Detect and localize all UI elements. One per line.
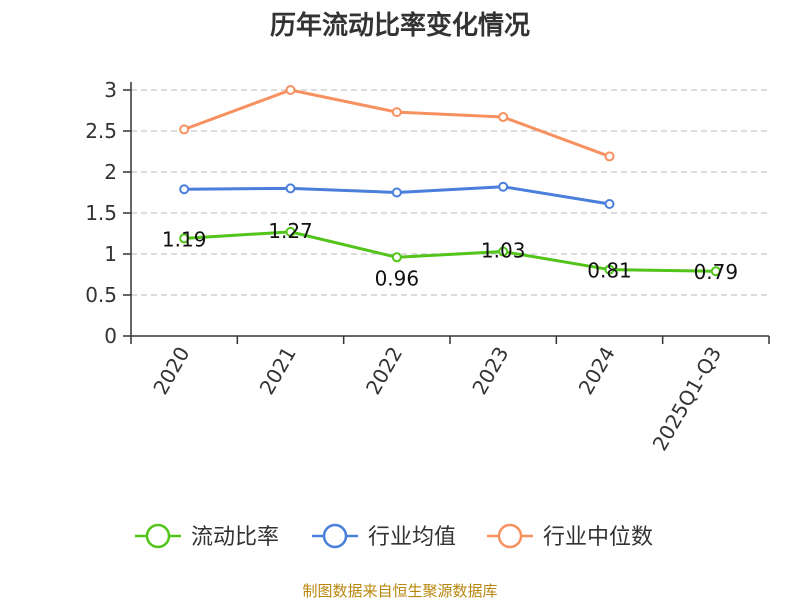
data-point[interactable] — [179, 124, 190, 135]
data-point[interactable] — [285, 183, 296, 194]
data-point[interactable] — [179, 233, 190, 244]
gridlines — [131, 89, 769, 296]
x-tick-label: 2024 — [574, 343, 620, 399]
axes: 0 0.5 1 1.5 2 2.5 3 2020 2021 2022 2023 2024 2025Q1-… — [85, 78, 770, 455]
legend-label: 行业中位数 — [543, 525, 653, 550]
series-line — [184, 230, 716, 273]
data-point[interactable] — [604, 151, 615, 162]
legend-marker — [145, 523, 171, 549]
y-tick-label: 1.5 — [85, 201, 117, 225]
y-tick-label: 0 — [104, 324, 117, 348]
data-point[interactable] — [604, 198, 615, 209]
data-point[interactable] — [391, 252, 402, 263]
data-label: 1.27 — [268, 219, 313, 243]
series-2 — [179, 85, 615, 162]
x-tick-label: 2022 — [361, 343, 407, 399]
legend-label: 行业均值 — [368, 525, 456, 550]
x-tick-label: 2023 — [467, 342, 513, 398]
data-point[interactable] — [179, 184, 190, 195]
data-point[interactable] — [498, 112, 509, 123]
data-point[interactable] — [285, 226, 296, 237]
data-label: 0.81 — [587, 259, 632, 283]
series-line — [183, 88, 611, 158]
legend[interactable]: 流动比率 行业均值 行业中位数 — [135, 523, 653, 550]
y-tick-label: 1 — [104, 242, 117, 266]
y-tick-label: 2 — [104, 160, 117, 184]
data-point[interactable] — [285, 85, 296, 95]
data-point[interactable] — [391, 107, 402, 118]
y-tick-label: 0.5 — [85, 283, 117, 307]
series-0 — [179, 226, 721, 277]
x-tick-label: 2021 — [255, 343, 301, 399]
x-tick-label: 2025Q1-Q3 — [647, 343, 726, 455]
legend-item[interactable]: 行业均值 — [312, 523, 456, 550]
data-label: 0.79 — [694, 260, 739, 284]
chart-title: 历年流动比率变化情况 — [270, 10, 530, 41]
data-label: 0.96 — [375, 266, 420, 290]
series-1 — [179, 181, 615, 209]
data-point[interactable] — [710, 266, 721, 277]
source-note: 制图数据来自恒生聚源数据库 — [302, 582, 497, 600]
data-label: 1.19 — [162, 227, 207, 251]
y-tick-label: 2.5 — [85, 119, 117, 143]
legend-item[interactable]: 行业中位数 — [487, 523, 653, 550]
x-tick-label: 2020 — [148, 343, 194, 399]
legend-label: 流动比率 — [191, 525, 279, 550]
data-point[interactable] — [391, 187, 402, 198]
y-tick-label: 3 — [104, 78, 117, 102]
data-point[interactable] — [498, 181, 509, 192]
legend-item[interactable]: 流动比率 — [135, 523, 279, 550]
data-label: 1.03 — [481, 239, 526, 263]
legend-marker — [322, 523, 348, 549]
legend-marker — [497, 523, 523, 549]
data-point[interactable] — [498, 246, 509, 257]
data-point[interactable] — [604, 264, 615, 275]
series-layer: 1.19 1.27 0.96 1.03 0.81 0.79 — [162, 85, 739, 290]
